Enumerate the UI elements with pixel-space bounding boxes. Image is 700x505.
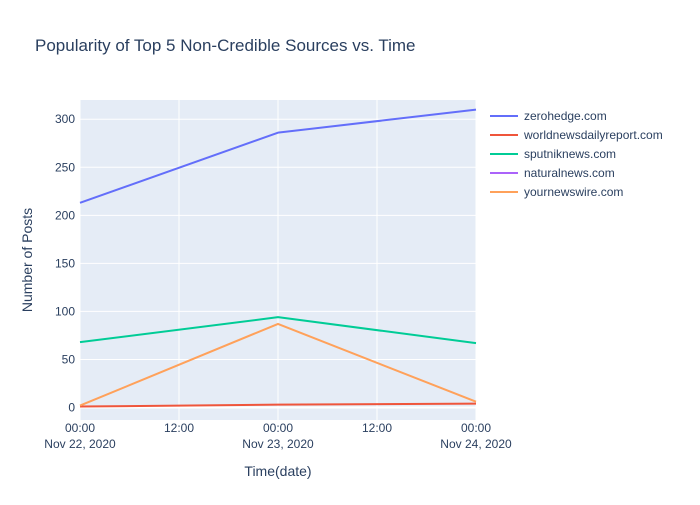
x-tick-sublabel: Nov 23, 2020 — [242, 437, 314, 451]
x-tick-label: 00:00 — [263, 421, 293, 435]
series-line — [79, 322, 477, 407]
y-tick-label: 150 — [55, 256, 75, 270]
x-axis-title: Time(date) — [244, 463, 311, 479]
y-tick-label: 250 — [55, 160, 75, 174]
y-tick-label: 300 — [55, 112, 75, 126]
x-tick-label: 12:00 — [362, 421, 392, 435]
legend-label: yournewswire.com — [524, 185, 623, 199]
legend-item[interactable]: sputniknews.com — [490, 147, 616, 161]
y-tick-label: 100 — [55, 304, 75, 318]
x-tick-sublabel: Nov 22, 2020 — [44, 437, 116, 451]
series-line — [79, 402, 477, 408]
series-line — [79, 108, 477, 204]
legend-item[interactable]: yournewswire.com — [490, 185, 623, 199]
legend-item[interactable]: worldnewsdailyreport.com — [490, 128, 663, 142]
legend-label: worldnewsdailyreport.com — [523, 128, 663, 142]
legend-item[interactable]: zerohedge.com — [490, 109, 607, 123]
y-axis-ticks: 0 50 100 150 200 250 300 — [55, 112, 75, 414]
legend[interactable]: zerohedge.com worldnewsdailyreport.com spu… — [490, 109, 663, 199]
legend-label: sputniknews.com — [524, 147, 616, 161]
y-tick-label: 0 — [68, 401, 75, 415]
series-lines — [79, 108, 477, 408]
legend-label: zerohedge.com — [524, 109, 607, 123]
legend-label: naturalnews.com — [524, 166, 615, 180]
grid-lines — [79, 100, 477, 420]
chart-title: Popularity of Top 5 Non-Credible Sources… — [35, 36, 415, 55]
y-axis-title: Number of Posts — [19, 208, 35, 312]
x-axis-ticks: 00:00 Nov 22, 2020 12:00 00:00 Nov 23, 2020 1… — [44, 421, 512, 451]
x-tick-label: 00:00 — [65, 421, 95, 435]
series-line — [79, 316, 477, 345]
y-tick-label: 200 — [55, 208, 75, 222]
x-tick-label: 00:00 — [461, 421, 491, 435]
y-tick-label: 50 — [62, 352, 76, 366]
x-tick-sublabel: Nov 24, 2020 — [440, 437, 512, 451]
legend-item[interactable]: naturalnews.com — [490, 166, 615, 180]
x-tick-label: 12:00 — [164, 421, 194, 435]
